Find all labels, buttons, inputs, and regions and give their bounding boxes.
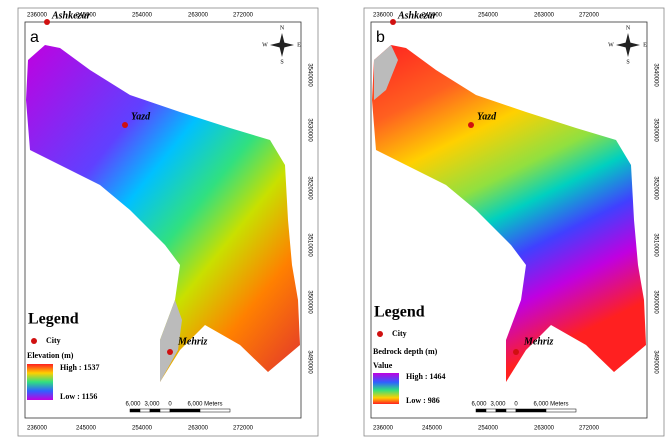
- scale-label: 6,000 Meters: [533, 402, 568, 408]
- scale-segment: [160, 409, 170, 412]
- bottom-tick-label: 254000: [478, 426, 499, 432]
- scale-segment: [140, 409, 150, 412]
- city-label: Mehriz: [177, 336, 208, 347]
- legend-city-marker: [377, 331, 383, 337]
- city-label: Ashkezar: [51, 10, 90, 21]
- bottom-tick-label: 263000: [188, 426, 209, 432]
- legend-title: Legend: [28, 311, 79, 328]
- scale-segment: [150, 409, 160, 412]
- legend-city-marker: [31, 338, 37, 344]
- compass-letter: S: [626, 59, 629, 65]
- compass-letter: S: [280, 59, 283, 65]
- city-marker: [167, 349, 173, 355]
- city-label: Ashkezar: [397, 10, 436, 21]
- top-tick-label: 236000: [373, 13, 394, 19]
- ramp-high: High : 1537: [60, 363, 100, 372]
- right-tick-label: 3500000: [652, 290, 658, 314]
- city-marker: [513, 349, 519, 355]
- right-tick-label: 3510000: [652, 233, 658, 257]
- ramp-title: Elevation (m): [27, 351, 74, 360]
- scale-label: 6,000 Meters: [187, 402, 222, 408]
- city-label: Mehriz: [523, 336, 554, 347]
- compass-letter: E: [643, 42, 647, 48]
- scale-segment: [170, 409, 200, 412]
- bottom-tick-label: 236000: [373, 426, 394, 432]
- city-marker: [390, 19, 396, 25]
- scale-segment: [200, 409, 230, 412]
- bottom-tick-label: 245000: [422, 426, 443, 432]
- top-tick-label: 236000: [27, 13, 48, 19]
- right-tick-label: 3510000: [306, 233, 312, 257]
- right-tick-label: 3520000: [306, 176, 312, 200]
- scale-segment: [516, 409, 546, 412]
- city-marker: [44, 19, 50, 25]
- color-ramp: [373, 373, 399, 404]
- ramp-title: Bedrock depth (m): [373, 347, 438, 356]
- scale-segment: [496, 409, 506, 412]
- scale-label: 6,000: [471, 402, 487, 408]
- bottom-tick-label: 263000: [534, 426, 555, 432]
- bottom-tick-label: 245000: [76, 426, 97, 432]
- top-tick-label: 272000: [579, 13, 600, 19]
- right-tick-label: 3530000: [652, 118, 658, 142]
- top-tick-label: 263000: [534, 13, 555, 19]
- city-marker: [122, 122, 128, 128]
- scale-label: 3,000: [490, 402, 506, 408]
- top-tick-label: 272000: [233, 13, 254, 19]
- panel-label: b: [376, 29, 385, 46]
- scale-segment: [476, 409, 486, 412]
- compass-letter: E: [297, 42, 301, 48]
- top-tick-label: 254000: [478, 13, 499, 19]
- scale-label: 3,000: [144, 402, 160, 408]
- scale-segment: [546, 409, 576, 412]
- ramp-subtitle: Value: [373, 361, 393, 370]
- ramp-low: Low : 986: [406, 396, 440, 405]
- bottom-tick-label: 272000: [233, 426, 254, 432]
- compass-letter: N: [626, 25, 631, 31]
- compass-letter: W: [608, 42, 614, 48]
- right-tick-label: 3530000: [306, 118, 312, 142]
- bottom-tick-label: 272000: [579, 426, 600, 432]
- city-label: Yazd: [131, 111, 151, 122]
- scale-segment: [130, 409, 140, 412]
- right-tick-label: 3500000: [306, 290, 312, 314]
- scale-label: 6,000: [125, 402, 141, 408]
- right-tick-label: 3490000: [306, 350, 312, 374]
- bottom-tick-label: 254000: [132, 426, 153, 432]
- right-tick-label: 3540000: [652, 63, 658, 87]
- legend-title: Legend: [374, 304, 425, 321]
- ramp-high: High : 1464: [406, 372, 446, 381]
- city-marker: [468, 122, 474, 128]
- legend-city: City: [392, 329, 407, 338]
- compass-letter: W: [262, 42, 268, 48]
- right-tick-label: 3540000: [306, 63, 312, 87]
- color-ramp: [27, 364, 53, 400]
- ramp-low: Low : 1156: [60, 392, 97, 401]
- figure: 236000 245000 254000 263000 272000 236000 2450…: [0, 0, 670, 437]
- top-tick-label: 254000: [132, 13, 153, 19]
- city-label: Yazd: [477, 111, 497, 122]
- scale-segment: [486, 409, 496, 412]
- right-tick-label: 3490000: [652, 350, 658, 374]
- right-tick-label: 3520000: [652, 176, 658, 200]
- compass-letter: N: [280, 25, 285, 31]
- bottom-tick-label: 236000: [27, 426, 48, 432]
- top-tick-label: 263000: [188, 13, 209, 19]
- legend-city: City: [46, 336, 61, 345]
- scale-segment: [506, 409, 516, 412]
- panel-label: a: [30, 29, 39, 46]
